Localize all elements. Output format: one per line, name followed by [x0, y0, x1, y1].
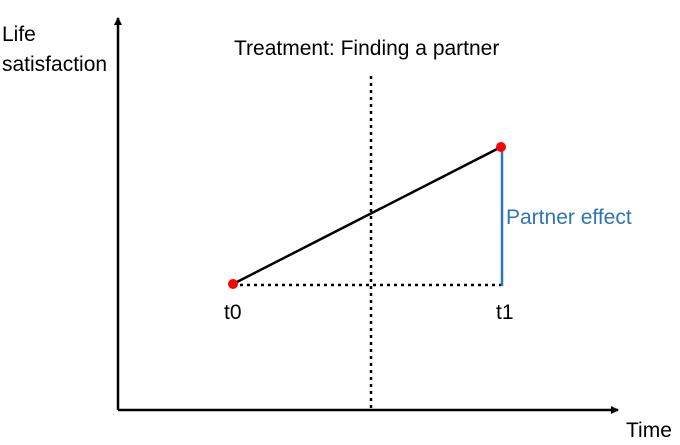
y-axis-label-line2: satisfaction: [2, 53, 108, 76]
t0-point: [228, 279, 238, 289]
trend-line: [232, 145, 502, 286]
x-axis-label: Time: [626, 419, 672, 442]
treatment-label: Treatment: Finding a partner: [234, 37, 500, 60]
y-axis-label-line1: Life: [2, 23, 36, 46]
t0-label: t0: [224, 301, 242, 324]
partner-effect-label: Partner effect: [506, 206, 632, 229]
t1-label: t1: [496, 301, 514, 324]
t1-point: [496, 142, 506, 152]
